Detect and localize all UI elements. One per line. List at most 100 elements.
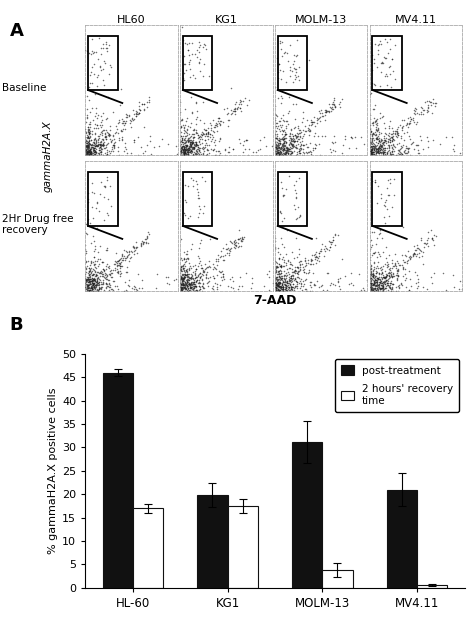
Point	[196, 257, 204, 267]
Point	[192, 114, 200, 124]
Point	[296, 249, 303, 259]
Point	[299, 137, 306, 147]
Point	[303, 148, 311, 158]
Point	[394, 270, 402, 281]
Point	[292, 274, 299, 284]
Point	[380, 284, 387, 294]
Point	[210, 286, 218, 296]
Point	[282, 283, 290, 293]
Point	[179, 73, 187, 83]
Point	[260, 132, 268, 142]
Point	[405, 252, 413, 262]
Bar	[102, 373, 133, 588]
Point	[400, 146, 408, 156]
Point	[110, 259, 118, 269]
Point	[283, 48, 291, 58]
Point	[376, 228, 383, 238]
Point	[279, 261, 287, 271]
Point	[271, 138, 279, 149]
Point	[130, 137, 138, 147]
Point	[377, 278, 384, 288]
Point	[280, 242, 288, 252]
Point	[109, 130, 117, 140]
Point	[127, 118, 134, 128]
Point	[382, 276, 390, 286]
Point	[428, 277, 436, 288]
Point	[280, 148, 287, 158]
Point	[278, 284, 285, 295]
Point	[191, 281, 199, 291]
Point	[272, 150, 280, 160]
Point	[88, 277, 96, 287]
Point	[93, 113, 101, 123]
Point	[183, 264, 191, 274]
Point	[101, 182, 109, 192]
Point	[291, 74, 299, 84]
Point	[273, 281, 281, 291]
Point	[408, 138, 416, 148]
Point	[304, 125, 311, 135]
Point	[181, 283, 188, 293]
Point	[325, 245, 333, 255]
Point	[280, 255, 288, 265]
Point	[288, 140, 296, 150]
Point	[424, 135, 431, 145]
Point	[287, 124, 295, 134]
Point	[271, 283, 279, 293]
Point	[412, 119, 419, 129]
Point	[366, 272, 374, 282]
Point	[284, 149, 292, 159]
Point	[191, 285, 199, 295]
Point	[366, 146, 374, 156]
Point	[199, 42, 207, 52]
Point	[181, 282, 189, 292]
Point	[180, 272, 188, 283]
Point	[111, 256, 119, 266]
Point	[331, 102, 338, 112]
Point	[386, 137, 393, 147]
Point	[200, 279, 207, 289]
Point	[98, 139, 105, 149]
Point	[307, 138, 314, 148]
Point	[202, 128, 210, 138]
Point	[319, 285, 327, 295]
Point	[208, 130, 216, 140]
Point	[178, 285, 186, 295]
Point	[277, 138, 284, 149]
Point	[293, 262, 301, 272]
Point	[287, 283, 295, 293]
Point	[133, 241, 140, 252]
Point	[366, 139, 374, 149]
Point	[278, 271, 285, 281]
Point	[97, 267, 104, 277]
Point	[91, 119, 99, 129]
Point	[183, 135, 191, 145]
Point	[306, 120, 313, 130]
Point	[276, 125, 283, 135]
Point	[280, 142, 287, 152]
Point	[87, 142, 95, 152]
Point	[183, 276, 191, 286]
Point	[177, 145, 184, 155]
Point	[375, 133, 383, 143]
Point	[369, 272, 376, 282]
Point	[86, 122, 94, 132]
Point	[372, 150, 380, 160]
Point	[185, 38, 193, 48]
Point	[400, 262, 407, 272]
Point	[274, 138, 282, 149]
Point	[118, 118, 126, 128]
Point	[271, 279, 279, 289]
Point	[381, 52, 388, 63]
Point	[98, 269, 105, 279]
Point	[184, 121, 192, 131]
Point	[419, 258, 427, 269]
Point	[284, 148, 292, 158]
Point	[86, 107, 94, 118]
Point	[374, 123, 382, 133]
Point	[376, 147, 383, 157]
Point	[383, 260, 391, 270]
Point	[274, 281, 282, 291]
Point	[282, 129, 290, 139]
Point	[367, 284, 375, 295]
